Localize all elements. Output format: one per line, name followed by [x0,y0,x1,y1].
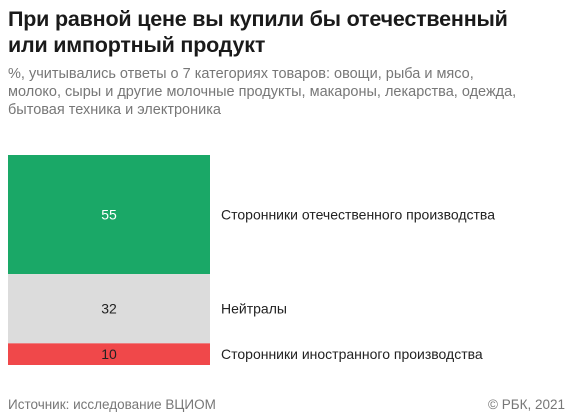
category-label-3: Сторонники иностранного производства [221,346,483,362]
chart-title: При равной цене вы купили бы отечественн… [8,6,568,58]
chart-title-line-2: или импортный продукт [8,33,266,57]
bar-segment-1 [8,155,210,275]
category-label-2: Нейтралы [221,301,287,317]
bar-segment-3 [8,343,210,365]
copyright-note: © РБК, 2021 [488,397,565,412]
category-label-1: Сторонники отечественного производства [221,207,495,223]
chart-subtitle-line-1: %, учитывались ответы о 7 категориях тов… [8,66,474,82]
chart-subtitle: %, учитывались ответы о 7 категориях тов… [8,65,568,119]
chart-subtitle-line-2: молоко, сыры и другие молочные продукты,… [8,84,517,100]
bar-value-label-1: 55 [101,207,117,223]
bar-value-label-2: 32 [101,301,117,317]
chart-subtitle-line-3: бытовая техника и электроника [8,102,221,118]
chart-title-line-1: При равной цене вы купили бы отечественн… [8,7,508,31]
bar-segment-2 [8,274,210,344]
bar-value-label-3: 10 [101,346,117,362]
source-note: Источник: исследование ВЦИОМ [8,397,216,412]
